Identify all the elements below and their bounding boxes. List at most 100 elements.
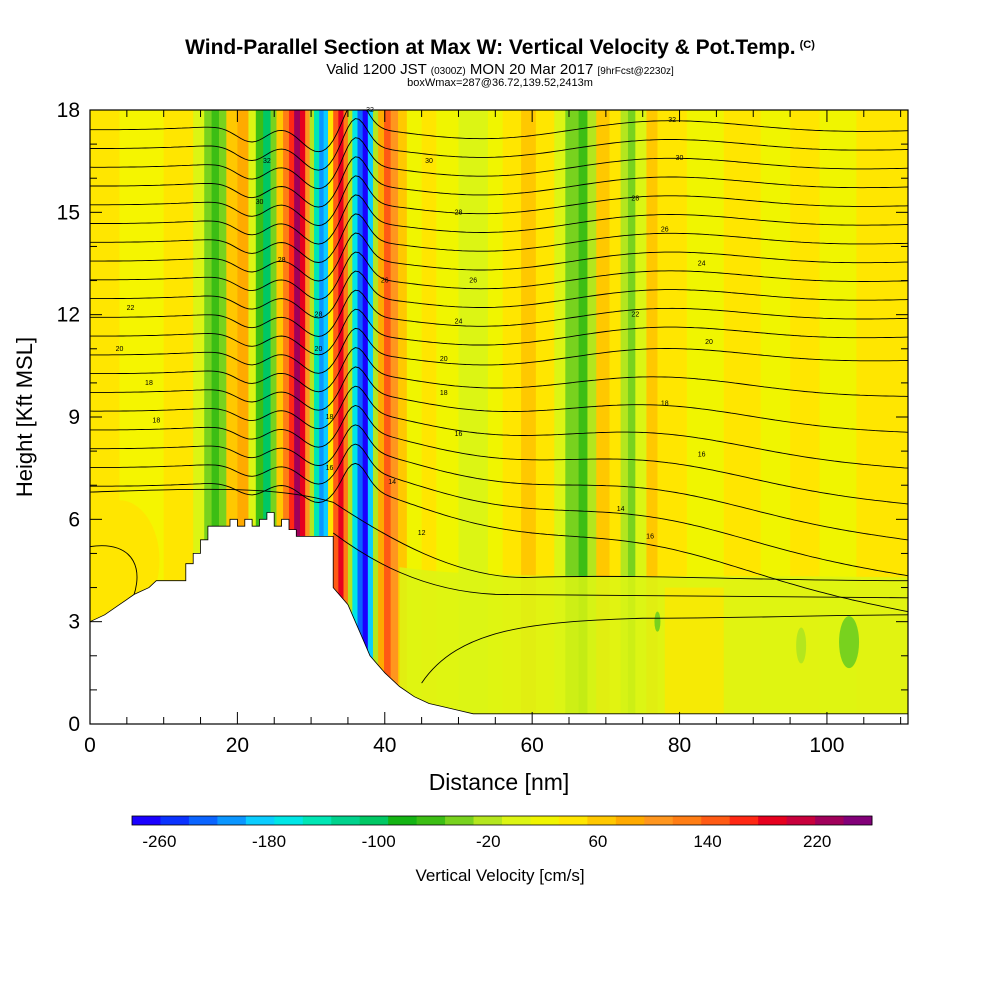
colorbar-swatch	[274, 816, 304, 825]
colorbar-tick-label: -100	[362, 832, 396, 851]
velocity-band	[384, 110, 392, 724]
colorbar-swatch	[132, 816, 161, 825]
colorbar-tick-label: -260	[142, 832, 176, 851]
terrain	[89, 512, 909, 725]
low-level-layer	[399, 567, 908, 724]
theta-contour-line	[90, 270, 908, 319]
theta-contour-line	[90, 118, 908, 171]
velocity-band	[578, 110, 589, 724]
colorbar-swatch	[615, 816, 645, 825]
contour-label: 20	[116, 346, 124, 353]
y-tick-label: 9	[68, 406, 80, 429]
velocity-band	[333, 110, 339, 724]
theta-contour-line	[90, 194, 908, 245]
colorbar-swatch	[530, 816, 560, 825]
colorbar-swatch	[416, 816, 446, 825]
x-axis-label: Distance [nm]	[429, 769, 570, 795]
title-unit-tag: (C)	[799, 39, 815, 51]
velocity-band	[635, 110, 647, 724]
x-tick-label: 0	[84, 734, 96, 757]
theta-contour-line	[90, 488, 908, 582]
colorbar-tick-label: -20	[476, 832, 501, 851]
velocity-band	[288, 110, 295, 724]
chart-subtitle: Valid 1200 JST (0300Z) MON 20 Mar 2017 […	[326, 61, 674, 78]
contour-label: 28	[631, 196, 639, 203]
colorbar-swatch	[245, 816, 275, 825]
contour-label: 16	[698, 452, 706, 459]
colorbar-swatch	[815, 816, 845, 825]
velocity-band	[328, 110, 334, 724]
downdraft-patch	[796, 627, 807, 664]
velocity-band	[596, 110, 611, 724]
velocity-band	[372, 110, 379, 724]
colorbar-swatch	[758, 816, 788, 825]
theta-contour-line	[90, 327, 908, 374]
downdraft-patch	[839, 616, 860, 669]
y-tick-label: 6	[68, 508, 80, 531]
velocity-band	[218, 110, 227, 724]
colorbar-swatch	[729, 816, 759, 825]
chart-box-info: boxWmax=287@36.72,139.52,2413m	[407, 77, 593, 89]
theta-contour-line	[90, 462, 908, 613]
contour-label: 16	[646, 533, 654, 540]
contour-label: 18	[661, 400, 669, 407]
colorbar-tick-label: 60	[588, 832, 607, 851]
velocity-band	[193, 110, 205, 724]
colorbar-swatch	[331, 816, 361, 825]
velocity-band	[309, 110, 315, 724]
velocity-band	[314, 110, 320, 724]
x-tick-label: 20	[226, 734, 249, 757]
contour-label: 28	[315, 312, 323, 319]
y-axis-label: Height [Kft MSL]	[12, 337, 37, 497]
colorbar-swatch	[587, 816, 617, 825]
contour-label: 32	[263, 158, 271, 165]
downdraft-patch	[654, 611, 661, 632]
theta-contour-line	[90, 385, 908, 469]
theta-contour-line	[90, 405, 908, 505]
contour-label: 20	[440, 356, 448, 363]
velocity-band	[620, 110, 629, 724]
velocity-band	[255, 110, 264, 724]
contour-label: 18	[326, 414, 334, 421]
boundary-layer-blob	[90, 500, 160, 621]
velocity-band	[319, 110, 325, 724]
contour-label: 30	[256, 199, 264, 206]
colorbar-tick-label: 220	[803, 832, 831, 851]
velocity-band	[436, 110, 460, 724]
velocity-band	[248, 110, 257, 724]
y-tick-label: 3	[68, 611, 80, 634]
theta-contour-line	[90, 366, 908, 433]
velocity-band	[270, 110, 278, 724]
theta-contour-line	[90, 110, 908, 153]
velocity-band	[347, 110, 353, 724]
contour-label: 12	[418, 530, 426, 537]
colorbar-swatch	[644, 816, 674, 825]
velocity-band	[609, 110, 622, 724]
colorbar-swatch	[359, 816, 389, 825]
theta-contour-line	[332, 532, 908, 599]
colorbar-swatch	[160, 816, 190, 825]
y-tick-label: 0	[68, 713, 80, 736]
contour-label: 20	[705, 339, 713, 346]
velocity-band	[226, 110, 238, 724]
y-tick-label: 18	[57, 99, 80, 122]
velocity-band	[535, 110, 555, 724]
low-level-patch	[664, 587, 724, 724]
contour-label: 32	[668, 117, 676, 124]
contour-label: 16	[326, 465, 334, 472]
velocity-band	[283, 110, 290, 724]
velocity-band	[367, 110, 374, 724]
theta-contour-line	[90, 213, 908, 263]
velocity-band	[276, 110, 284, 724]
theta-contour-line	[90, 289, 908, 337]
theta-contour-line	[90, 137, 908, 190]
x-tick-label: 60	[520, 734, 543, 757]
theta-contour-line	[421, 614, 908, 684]
contour-label: 28	[455, 209, 463, 216]
contour-label: 24	[455, 318, 463, 325]
velocity-band	[502, 110, 522, 724]
velocity-band	[237, 110, 250, 724]
theta-contour-line	[90, 347, 908, 397]
contour-label: 26	[469, 278, 477, 285]
contour-label: 14	[388, 479, 396, 486]
